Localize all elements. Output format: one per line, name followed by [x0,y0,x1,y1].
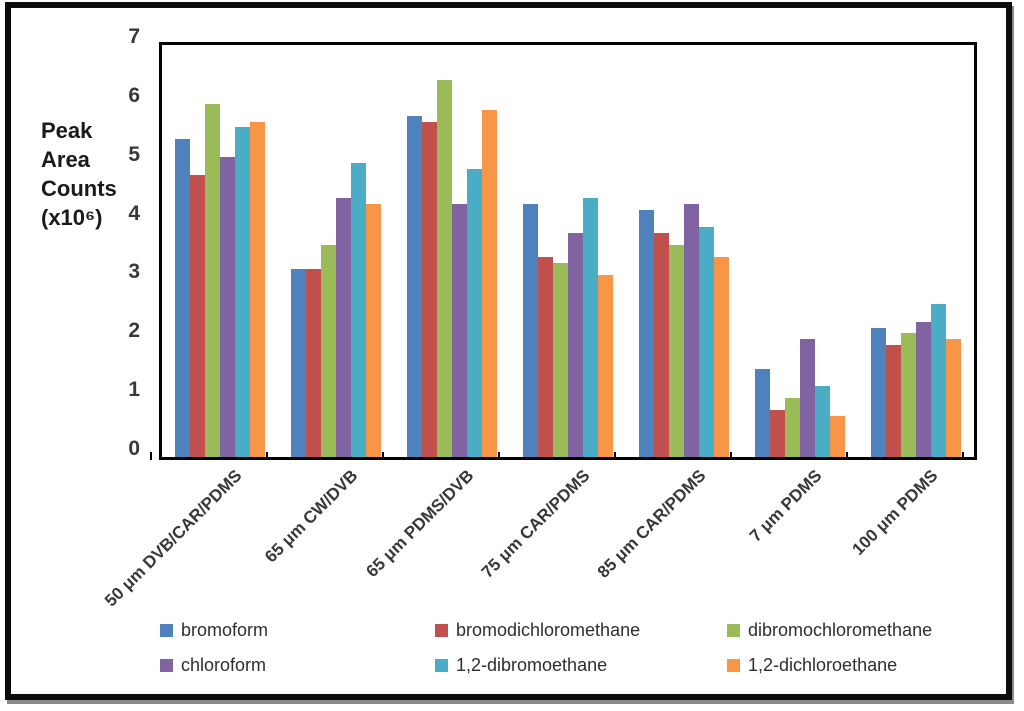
x-category-label: 75 μm CAR/PDMS [477,466,594,582]
x-tick-mark [962,452,964,460]
y-axis-title-line: Area [41,147,90,172]
bars-layer [162,45,974,457]
bar-chloroform-75 μm CAR/PDMS [568,233,583,457]
bar-1,2-dichloroethane-65 μm CW/DVB [366,203,381,457]
y-axis-title-line: Peak [41,118,93,143]
bar-dibromochloromethane-75 μm CAR/PDMS [553,262,568,457]
bar-bromodichloromethane-65 μm PDMS/DVB [422,121,437,457]
bar-bromodichloromethane-75 μm CAR/PDMS [538,256,553,457]
bar-dibromochloromethane-50 μm DVB/CAR/PDMS [205,103,220,457]
bar-1,2-dibromoethane-85 μm CAR/PDMS [699,227,714,457]
bar-chloroform-50 μm DVB/CAR/PDMS [220,156,235,457]
x-tick-mark [150,452,152,460]
y-tick-label: 5 [128,142,140,166]
bar-bromoform-100 μm PDMS [871,327,886,457]
x-tick-mark [614,452,616,460]
y-tick-label: 1 [128,378,140,402]
bar-chloroform-7 μm PDMS [800,339,815,457]
bar-dibromochloromethane-7 μm PDMS [785,398,800,457]
legend-swatch-icon [435,624,448,637]
y-axis-title-line: (x10⁶) [41,205,103,230]
x-category-label: 85 μm CAR/PDMS [593,466,710,582]
x-tick-mark [846,452,848,460]
bar-dibromochloromethane-65 μm PDMS/DVB [437,80,452,457]
y-tick-label: 7 [128,25,140,48]
y-axis-title: Peak Area Counts (x10⁶) [41,116,151,232]
bar-1,2-dichloroethane-85 μm CAR/PDMS [714,256,729,457]
bar-1,2-dichloroethane-7 μm PDMS [830,415,845,457]
bar-1,2-dibromoethane-65 μm CW/DVB [351,162,366,457]
bar-1,2-dichloroethane-50 μm DVB/CAR/PDMS [250,121,265,457]
chart-outer-border: Peak Area Counts (x10⁶) 0 1 2 3 4 5 6 7 50 μm D… [5,2,1012,700]
bar-bromoform-50 μm DVB/CAR/PDMS [175,139,190,457]
bar-bromoform-7 μm PDMS [755,368,770,457]
x-tick-mark [730,452,732,460]
legend-label: 1,2-dichloroethane [748,655,898,675]
bar-bromodichloromethane-50 μm DVB/CAR/PDMS [190,174,205,457]
x-category-label: 50 μm DVB/CAR/PDMS [101,466,246,611]
legend-swatch-icon [435,659,448,672]
legend-swatch-icon [160,659,173,672]
bar-bromoform-85 μm CAR/PDMS [639,209,654,457]
y-tick-label: 3 [128,260,140,284]
legend-label: bromoform [181,620,269,640]
y-tick-label: 0 [128,437,140,460]
x-category-label: 65 μm CW/DVB [261,466,362,567]
bar-chloroform-100 μm PDMS [916,321,931,457]
bar-bromoform-65 μm PDMS/DVB [407,115,422,457]
legend-label: dibromochloromethane [748,620,933,640]
bar-1,2-dibromoethane-50 μm DVB/CAR/PDMS [235,127,250,457]
bar-bromoform-75 μm CAR/PDMS [523,203,538,457]
bar-bromodichloromethane-7 μm PDMS [770,409,785,457]
bar-bromodichloromethane-85 μm CAR/PDMS [654,233,669,457]
x-category-label: 7 μm PDMS [746,466,826,546]
legend-swatch-icon [160,624,173,637]
bar-bromoform-65 μm CW/DVB [291,268,306,457]
bar-1,2-dichloroethane-65 μm PDMS/DVB [482,109,497,457]
legend-label: chloroform [181,655,267,675]
bar-1,2-dibromoethane-65 μm PDMS/DVB [467,168,482,457]
bar-dibromochloromethane-65 μm CW/DVB [321,245,336,457]
legend-label: bromodichloromethane [456,620,641,640]
bar-bromodichloromethane-65 μm CW/DVB [306,268,321,457]
bar-chloroform-85 μm CAR/PDMS [684,203,699,457]
legend-swatch-icon [727,659,740,672]
plot-area [159,42,977,460]
bar-1,2-dibromoethane-100 μm PDMS [931,303,946,457]
bar-dibromochloromethane-100 μm PDMS [901,333,916,457]
x-tick-mark [498,452,500,460]
x-category-label: 100 μm PDMS [848,466,942,559]
y-tick-label: 2 [128,319,140,343]
y-axis-title-line: Counts [41,176,117,201]
bar-chloroform-65 μm CW/DVB [336,198,351,457]
bar-1,2-dibromoethane-7 μm PDMS [815,386,830,457]
x-tick-mark [266,452,268,460]
bar-dibromochloromethane-85 μm CAR/PDMS [669,245,684,457]
bar-1,2-dichloroethane-75 μm CAR/PDMS [598,274,613,457]
y-tick-label: 4 [128,201,140,225]
bar-1,2-dichloroethane-100 μm PDMS [946,339,961,457]
x-category-label: 65 μm PDMS/DVB [362,466,478,581]
y-tick-label: 6 [128,83,140,107]
bar-1,2-dibromoethane-75 μm CAR/PDMS [583,198,598,457]
legend-label: 1,2-dibromoethane [456,655,608,675]
x-tick-mark [382,452,384,460]
legend-swatch-icon [727,624,740,637]
bar-bromodichloromethane-100 μm PDMS [886,345,901,457]
bar-chloroform-65 μm PDMS/DVB [452,203,467,457]
